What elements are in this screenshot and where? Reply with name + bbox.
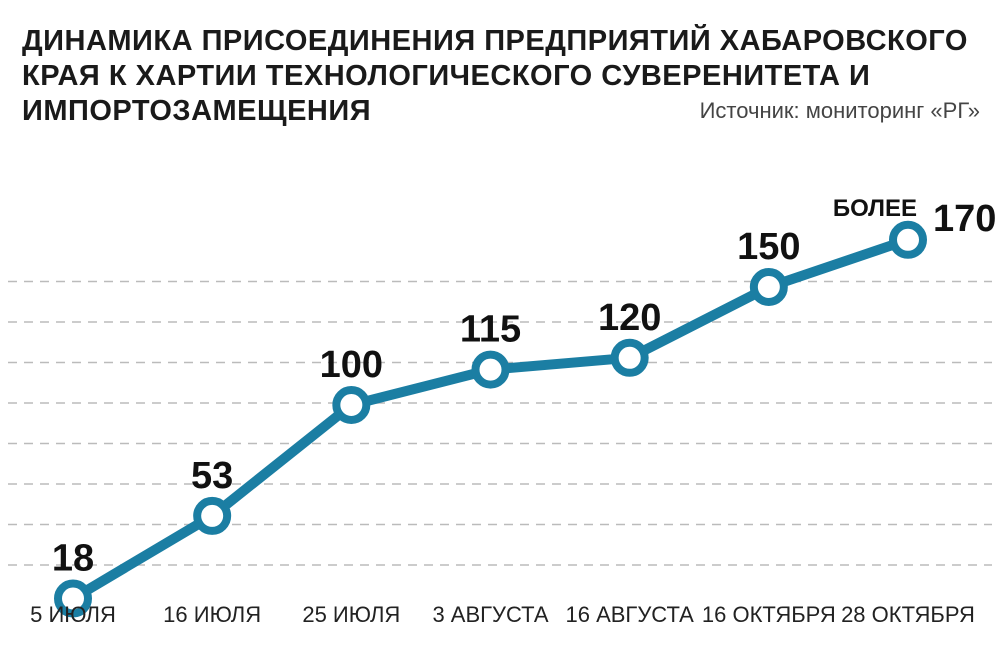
data-point: [471, 350, 510, 389]
data-label: 120: [598, 297, 661, 339]
markers: [54, 220, 927, 618]
x-tick-label: 5 ИЮЛЯ: [30, 602, 116, 627]
x-tick-label: 16 АВГУСТА: [565, 602, 694, 627]
data-label: 18: [52, 538, 94, 580]
chart-title: ДИНАМИКА ПРИСОЕДИНЕНИЯ ПРЕДПРИЯТИЙ ХАБАР…: [22, 24, 982, 129]
data-label: 53: [191, 455, 233, 497]
chart-title-line-1: ДИНАМИКА ПРИСОЕДИНЕНИЯ ПРЕДПРИЯТИЙ ХАБАР…: [22, 25, 968, 57]
data-point: [889, 220, 927, 259]
data-label: 150: [737, 226, 800, 268]
data-point: [54, 579, 92, 618]
data-label: 115: [460, 309, 521, 351]
data-label-prefix: БОЛЕЕ: [833, 195, 917, 222]
data-point: [610, 338, 649, 377]
grid-lines: [8, 280, 992, 566]
x-axis-ticks: 5 ИЮЛЯ 16 ИЮЛЯ 25 ИЮЛЯ 3 АВГУСТА 16 АВГУСТА 1…: [30, 602, 975, 627]
data-point: [332, 386, 371, 424]
data-point: [749, 268, 788, 306]
data-label: 100: [320, 344, 383, 386]
chart-source: Источник: мониторинг «РГ»: [699, 98, 980, 123]
x-tick-label: 16 ОКТЯБРЯ: [702, 602, 836, 627]
chart-title-line-3: ИМПОРТОЗАМЕЩЕНИЯ: [22, 95, 372, 127]
x-tick-label: 28 ОКТЯБРЯ: [841, 602, 975, 627]
x-tick-label: 25 ИЮЛЯ: [302, 602, 400, 627]
data-label: 170: [933, 198, 996, 240]
data-point: [193, 496, 232, 535]
chart-title-line-2: КРАЯ К ХАРТИИ ТЕХНОЛОГИЧЕСКОГО СУВЕРЕНИТ…: [22, 60, 871, 92]
data-labels: 18 53 100 115 120 150 170 БОЛЕЕ: [52, 195, 997, 580]
x-tick-label: 3 АВГУСТА: [432, 602, 548, 627]
x-tick-label: 16 ИЮЛЯ: [163, 602, 261, 627]
